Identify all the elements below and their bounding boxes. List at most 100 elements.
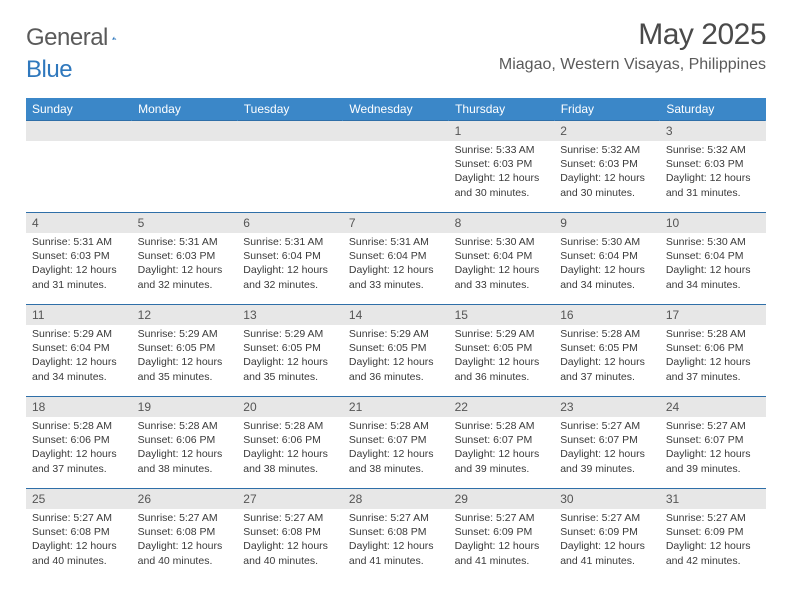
day-info: Sunrise: 5:28 AMSunset: 6:06 PMDaylight:…: [237, 417, 343, 480]
day-number: 16: [554, 305, 660, 325]
daylight-line: Daylight: 12 hours and 39 minutes.: [666, 447, 760, 475]
day-info: Sunrise: 5:29 AMSunset: 6:05 PMDaylight:…: [132, 325, 238, 388]
day-header-row: Sunday Monday Tuesday Wednesday Thursday…: [26, 98, 766, 121]
calendar-day-cell: 22Sunrise: 5:28 AMSunset: 6:07 PMDayligh…: [449, 397, 555, 489]
sunset-line: Sunset: 6:08 PM: [349, 525, 443, 539]
brand-name-1: General: [26, 24, 108, 52]
day-number: 30: [554, 489, 660, 509]
day-number: 11: [26, 305, 132, 325]
sunset-line: Sunset: 6:05 PM: [560, 341, 654, 355]
daylight-line: Daylight: 12 hours and 31 minutes.: [32, 263, 126, 291]
sunrise-line: Sunrise: 5:30 AM: [666, 235, 760, 249]
sunset-line: Sunset: 6:04 PM: [32, 341, 126, 355]
daylight-line: Daylight: 12 hours and 31 minutes.: [666, 171, 760, 199]
day-info: Sunrise: 5:30 AMSunset: 6:04 PMDaylight:…: [449, 233, 555, 296]
sunset-line: Sunset: 6:06 PM: [243, 433, 337, 447]
day-info: Sunrise: 5:27 AMSunset: 6:08 PMDaylight:…: [343, 509, 449, 572]
day-number: 17: [660, 305, 766, 325]
calendar-day-cell: 3Sunrise: 5:32 AMSunset: 6:03 PMDaylight…: [660, 121, 766, 213]
daylight-line: Daylight: 12 hours and 36 minutes.: [349, 355, 443, 383]
calendar-week-row: 1Sunrise: 5:33 AMSunset: 6:03 PMDaylight…: [26, 121, 766, 213]
calendar-table: Sunday Monday Tuesday Wednesday Thursday…: [26, 98, 766, 581]
day-number: 18: [26, 397, 132, 417]
daylight-line: Daylight: 12 hours and 34 minutes.: [666, 263, 760, 291]
sunset-line: Sunset: 6:05 PM: [243, 341, 337, 355]
sunset-line: Sunset: 6:04 PM: [349, 249, 443, 263]
day-info: Sunrise: 5:28 AMSunset: 6:06 PMDaylight:…: [660, 325, 766, 388]
sunrise-line: Sunrise: 5:28 AM: [560, 327, 654, 341]
daylight-line: Daylight: 12 hours and 30 minutes.: [455, 171, 549, 199]
day-info: Sunrise: 5:29 AMSunset: 6:05 PMDaylight:…: [343, 325, 449, 388]
day-info: [237, 141, 343, 201]
day-info: Sunrise: 5:27 AMSunset: 6:07 PMDaylight:…: [554, 417, 660, 480]
day-number: 13: [237, 305, 343, 325]
daylight-line: Daylight: 12 hours and 34 minutes.: [32, 355, 126, 383]
daylight-line: Daylight: 12 hours and 35 minutes.: [138, 355, 232, 383]
sunrise-line: Sunrise: 5:29 AM: [32, 327, 126, 341]
day-number: 29: [449, 489, 555, 509]
day-info: Sunrise: 5:28 AMSunset: 6:07 PMDaylight:…: [343, 417, 449, 480]
day-number: 19: [132, 397, 238, 417]
day-number: 3: [660, 121, 766, 141]
day-number: 4: [26, 213, 132, 233]
sunrise-line: Sunrise: 5:27 AM: [243, 511, 337, 525]
calendar-day-cell: 15Sunrise: 5:29 AMSunset: 6:05 PMDayligh…: [449, 305, 555, 397]
day-info: [343, 141, 449, 201]
sunrise-line: Sunrise: 5:31 AM: [138, 235, 232, 249]
sunrise-line: Sunrise: 5:29 AM: [243, 327, 337, 341]
calendar-day-cell: 23Sunrise: 5:27 AMSunset: 6:07 PMDayligh…: [554, 397, 660, 489]
day-info: Sunrise: 5:31 AMSunset: 6:04 PMDaylight:…: [343, 233, 449, 296]
calendar-week-row: 4Sunrise: 5:31 AMSunset: 6:03 PMDaylight…: [26, 213, 766, 305]
dayhead-monday: Monday: [132, 98, 238, 121]
sunset-line: Sunset: 6:07 PM: [455, 433, 549, 447]
day-info: Sunrise: 5:31 AMSunset: 6:03 PMDaylight:…: [26, 233, 132, 296]
day-info: Sunrise: 5:32 AMSunset: 6:03 PMDaylight:…: [554, 141, 660, 204]
day-number: 20: [237, 397, 343, 417]
daylight-line: Daylight: 12 hours and 41 minutes.: [349, 539, 443, 567]
sunrise-line: Sunrise: 5:28 AM: [349, 419, 443, 433]
sunset-line: Sunset: 6:06 PM: [32, 433, 126, 447]
sunrise-line: Sunrise: 5:27 AM: [349, 511, 443, 525]
sunset-line: Sunset: 6:08 PM: [243, 525, 337, 539]
dayhead-wednesday: Wednesday: [343, 98, 449, 121]
sunset-line: Sunset: 6:09 PM: [560, 525, 654, 539]
sunset-line: Sunset: 6:03 PM: [32, 249, 126, 263]
calendar-day-cell: 25Sunrise: 5:27 AMSunset: 6:08 PMDayligh…: [26, 489, 132, 581]
daylight-line: Daylight: 12 hours and 36 minutes.: [455, 355, 549, 383]
calendar-day-cell: 17Sunrise: 5:28 AMSunset: 6:06 PMDayligh…: [660, 305, 766, 397]
day-number: 14: [343, 305, 449, 325]
sunrise-line: Sunrise: 5:31 AM: [243, 235, 337, 249]
day-info: Sunrise: 5:28 AMSunset: 6:07 PMDaylight:…: [449, 417, 555, 480]
sunrise-line: Sunrise: 5:31 AM: [349, 235, 443, 249]
daylight-line: Daylight: 12 hours and 35 minutes.: [243, 355, 337, 383]
day-number: 2: [554, 121, 660, 141]
sunset-line: Sunset: 6:08 PM: [138, 525, 232, 539]
day-info: Sunrise: 5:30 AMSunset: 6:04 PMDaylight:…: [660, 233, 766, 296]
day-info: Sunrise: 5:28 AMSunset: 6:06 PMDaylight:…: [132, 417, 238, 480]
day-number: 24: [660, 397, 766, 417]
day-info: Sunrise: 5:28 AMSunset: 6:05 PMDaylight:…: [554, 325, 660, 388]
day-info: Sunrise: 5:27 AMSunset: 6:09 PMDaylight:…: [449, 509, 555, 572]
sunset-line: Sunset: 6:07 PM: [666, 433, 760, 447]
calendar-day-cell: 6Sunrise: 5:31 AMSunset: 6:04 PMDaylight…: [237, 213, 343, 305]
brand-name-2: Blue: [26, 56, 72, 83]
sunset-line: Sunset: 6:05 PM: [349, 341, 443, 355]
daylight-line: Daylight: 12 hours and 42 minutes.: [666, 539, 760, 567]
sunrise-line: Sunrise: 5:27 AM: [560, 511, 654, 525]
calendar-day-cell: 27Sunrise: 5:27 AMSunset: 6:08 PMDayligh…: [237, 489, 343, 581]
day-number: 6: [237, 213, 343, 233]
sunrise-line: Sunrise: 5:27 AM: [32, 511, 126, 525]
daylight-line: Daylight: 12 hours and 41 minutes.: [560, 539, 654, 567]
calendar-day-cell: 21Sunrise: 5:28 AMSunset: 6:07 PMDayligh…: [343, 397, 449, 489]
sunset-line: Sunset: 6:03 PM: [138, 249, 232, 263]
calendar-day-cell: 4Sunrise: 5:31 AMSunset: 6:03 PMDaylight…: [26, 213, 132, 305]
sunset-line: Sunset: 6:09 PM: [455, 525, 549, 539]
calendar-day-cell: 28Sunrise: 5:27 AMSunset: 6:08 PMDayligh…: [343, 489, 449, 581]
calendar-day-cell: [237, 121, 343, 213]
sunrise-line: Sunrise: 5:32 AM: [560, 143, 654, 157]
day-number: [343, 121, 449, 141]
daylight-line: Daylight: 12 hours and 39 minutes.: [455, 447, 549, 475]
sunrise-line: Sunrise: 5:28 AM: [243, 419, 337, 433]
daylight-line: Daylight: 12 hours and 30 minutes.: [560, 171, 654, 199]
sunrise-line: Sunrise: 5:28 AM: [666, 327, 760, 341]
